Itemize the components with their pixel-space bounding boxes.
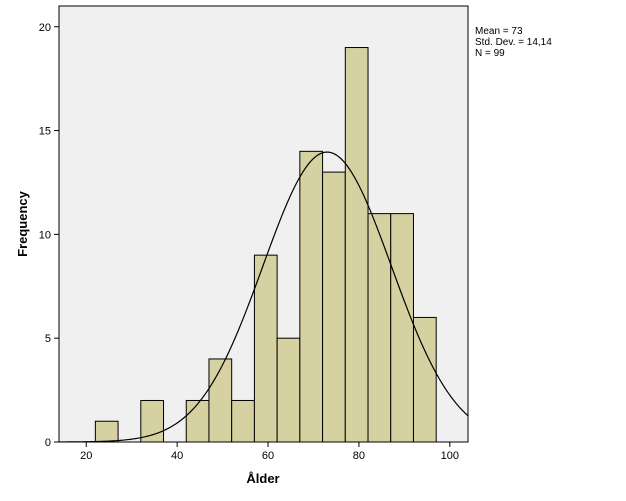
histogram-bar <box>344 47 369 443</box>
y-tick-label: 0 <box>45 437 51 449</box>
histogram-bar <box>94 420 119 443</box>
x-tick-label: 100 <box>441 450 459 462</box>
x-tick-label: 20 <box>80 450 92 462</box>
histogram-bar <box>412 316 437 443</box>
histogram-bar <box>185 399 210 443</box>
histogram-bar <box>253 254 278 443</box>
normal-curve <box>58 151 469 443</box>
histogram-bar <box>231 399 255 443</box>
histogram-bar <box>322 171 346 443</box>
stat-n: N = 99 <box>475 48 505 59</box>
x-tick-label: 80 <box>353 450 365 462</box>
y-axis-title: Frequency <box>15 190 30 257</box>
stats-box: Mean = 73 Std. Dev. = 14,14 N = 99 <box>475 26 552 59</box>
histogram-bar <box>299 150 324 443</box>
x-axis-title: Ålder <box>246 471 279 486</box>
histogram-bar <box>367 213 392 443</box>
y-tick-label: 5 <box>45 333 51 345</box>
histogram-bar <box>276 337 301 443</box>
stat-mean: Mean = 73 <box>475 26 523 37</box>
stat-std-dev: Std. Dev. = 14,14 <box>475 37 552 48</box>
histogram-bar <box>390 213 414 443</box>
x-tick-label: 60 <box>262 450 274 462</box>
histogram-bar <box>208 358 233 443</box>
y-tick-label: 20 <box>39 22 51 34</box>
histogram-bar <box>140 399 165 443</box>
y-tick-label: 10 <box>39 229 51 241</box>
x-tick-label: 40 <box>171 450 183 462</box>
y-tick-label: 15 <box>39 126 51 138</box>
